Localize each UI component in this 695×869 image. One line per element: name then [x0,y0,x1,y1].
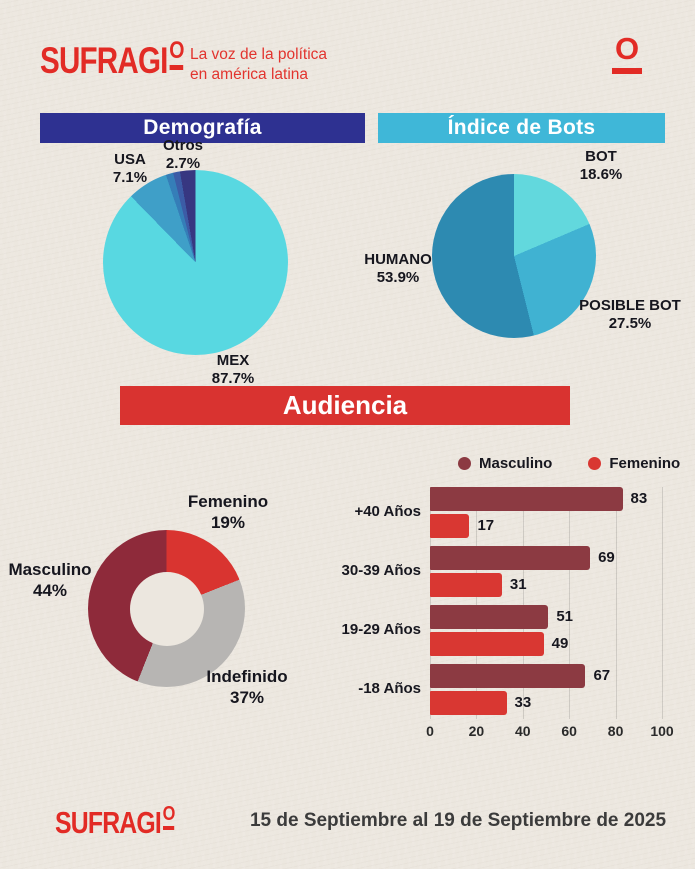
bar-masculino [430,546,591,570]
axis-tick-label: 0 [426,723,434,739]
audiencia-donut-chart [88,530,245,687]
bar-femenino [430,573,502,597]
donut-label-femenino-name: Femenino [187,492,269,511]
tagline-line-1: La voz de la política [190,46,328,63]
pie-label-otros: Otros 2.7% [163,137,203,174]
bar-value-label: 69 [598,549,615,566]
gridline [476,487,478,719]
pie-label-usa-pct: 7.1% [112,169,148,187]
bar-value-label: 67 [593,667,611,684]
bar-masculino [430,605,549,629]
tagline: La voz de la política en américa latina [190,45,327,85]
sufragio-logo: SUFRAGIO [40,38,184,82]
pie-label-bot-pct: 18.6% [579,166,623,184]
pie-label-mex-pct: 87.7% [211,370,255,388]
donut-label-indefinido-name: Indefinido [206,667,288,686]
category-label: +40 Años [354,503,421,520]
axis-tick-label: 100 [650,723,674,739]
sufragio-logo-footer: SUFRAGIO [55,803,176,841]
pie-label-posible-bot-pct: 27.5% [608,315,652,333]
legend-dot [458,457,471,470]
legend-item: Femenino [588,455,680,472]
bar-value-label: 31 [509,576,527,593]
donut-label-masculino-pct: 44% [32,580,68,600]
pie-label-humano: HUMANO 53.9% [364,251,432,288]
pie-label-posible-bot-name: POSIBLE BOT [579,297,681,314]
donut-label-masculino: Masculino 44% [8,560,91,601]
pie-label-mex: MEX 87.7% [212,352,255,389]
bar-value-label: 51 [556,608,573,625]
bots-pie-chart [432,174,596,338]
bar-value-label: 17 [477,517,495,534]
legend-label: Masculino [479,455,553,472]
pie-label-humano-pct: 53.9% [376,269,420,287]
date-range: 15 de Septiembre al 19 de Septiembre de … [249,810,667,831]
gridline [522,487,524,719]
o-mark-underline [612,67,642,74]
axis-tick-label: 20 [468,723,485,739]
bar-femenino [430,632,544,656]
bar-chart-legend: Masculino Femenino [458,455,680,472]
bar-masculino [430,487,623,511]
pie-label-usa-name: USA [114,151,146,168]
section-title-audiencia: Audiencia [120,386,570,425]
tagline-line-2: en américa latina [190,66,309,84]
pie-label-usa: USA 7.1% [113,151,147,188]
donut-label-femenino-pct: 19% [210,512,246,532]
legend-label: Femenino [609,455,681,472]
legend-dot [588,457,602,470]
category-label: 30-39 Años [341,562,421,579]
bar-value-label: 49 [551,635,569,652]
section-title-demografia: Demografía [40,113,365,143]
pie-label-otros-pct: 2.7% [165,155,201,173]
category-label: 19-29 Años [341,621,421,638]
donut-label-femenino: Femenino 19% [188,492,268,533]
gridline [569,487,571,719]
donut-label-indefinido-pct: 37% [229,687,265,707]
axis-tick-label: 80 [607,723,624,739]
pie-label-posible-bot: POSIBLE BOT 27.5% [579,297,681,334]
demografia-pie-chart [103,170,288,355]
gridline [662,487,663,719]
bar-value-label: 33 [514,694,532,711]
donut-label-masculino-name: Masculino [8,560,92,579]
legend-item: Masculino [458,455,552,472]
bar-femenino [430,514,470,538]
o-mark-icon: O [611,31,643,74]
category-label: -18 Años [358,680,421,697]
bar-femenino [430,691,507,715]
pie-label-mex-name: MEX [216,352,250,369]
bar-masculino [430,664,586,688]
axis-tick-label: 40 [515,723,531,739]
gridline [430,487,431,719]
pie-label-humano-name: HUMANO [364,251,432,268]
donut-label-indefinido: Indefinido 37% [206,667,287,708]
pie-label-otros-name: Otros [162,137,204,154]
logo-footer-text: SUFRAGI [55,805,162,840]
audiencia-bar-chart: 0 20 40 60 80 100 +40 Años 83 17 30-39 Años 69 31 19… [342,487,674,739]
o-mark-letter: O [614,31,640,66]
donut-hole [129,571,204,646]
gridline [615,487,617,719]
section-title-indice-de-bots: Índice de Bots [378,113,665,143]
logo-text: SUFRAGI [40,40,168,81]
axis-tick-label: 60 [561,723,577,739]
logo-footer-o-underlined: O [163,803,176,830]
bar-value-label: 83 [630,490,648,507]
pie-label-bot-name: BOT [585,148,617,165]
pie-label-bot: BOT 18.6% [580,148,623,185]
logo-o-underlined: O [169,38,184,70]
